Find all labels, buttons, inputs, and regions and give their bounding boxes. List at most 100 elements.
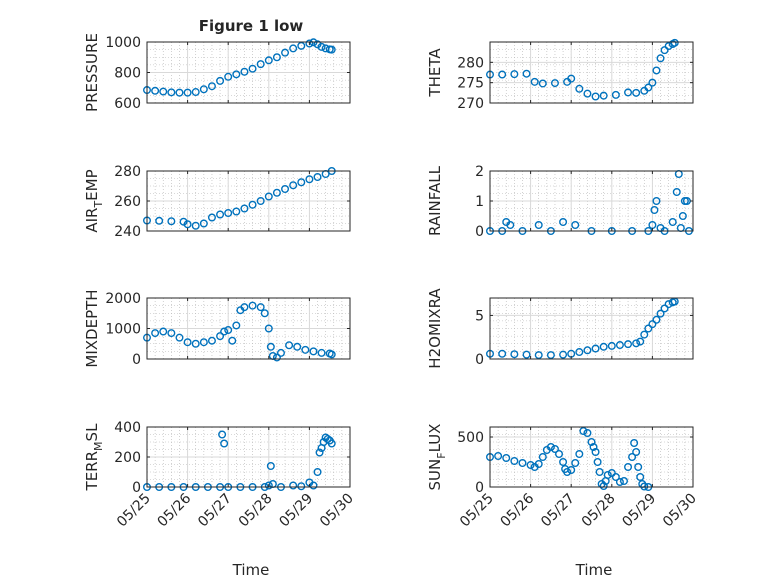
x-tick-label: 05/28 — [579, 491, 619, 531]
data-point — [317, 42, 326, 51]
data-point — [224, 208, 233, 217]
data-point — [546, 351, 555, 360]
data-point — [272, 53, 281, 62]
data-point — [183, 338, 192, 347]
data-point — [670, 38, 679, 47]
data-point — [550, 79, 559, 88]
data-point — [591, 448, 600, 457]
y-tick-label: 800 — [114, 66, 141, 82]
data-point — [599, 91, 608, 100]
data-point — [327, 439, 336, 448]
y-tick-label: 0 — [475, 480, 484, 496]
data-point — [502, 454, 511, 463]
data-point — [652, 315, 661, 324]
data-point — [591, 344, 600, 353]
y-axis-label: H2OMIXRA — [426, 288, 444, 369]
data-point — [648, 320, 657, 329]
data-point — [224, 326, 233, 335]
figure-title: Figure 1 low — [199, 17, 304, 35]
data-point — [240, 67, 249, 76]
y-tick-label: 600 — [114, 96, 141, 112]
data-point — [264, 324, 273, 333]
subplot-7: 0 200 400 05/25 05/26 05/27 05/28 05/29 05/30 TER… — [83, 420, 357, 530]
y-tick-label: 2 — [475, 164, 484, 180]
y-axis-label: MIXDEPTH — [83, 289, 101, 367]
y-tick-label: 1 — [475, 194, 484, 210]
y-tick-label: 2000 — [105, 291, 141, 307]
data-point — [583, 89, 592, 98]
data-point — [644, 324, 653, 333]
data-point — [607, 341, 616, 350]
data-point — [276, 348, 285, 357]
data-point — [327, 45, 336, 54]
data-point — [530, 77, 539, 86]
data-point — [266, 342, 275, 351]
data-point — [175, 333, 184, 342]
subplot-3: 240 260 280 AIRTEMP — [83, 164, 351, 240]
y-axis-label: AIRTEMP — [83, 169, 105, 232]
data-point — [611, 473, 620, 482]
data-point — [151, 329, 160, 338]
data-point — [518, 459, 527, 468]
data-point — [619, 477, 628, 486]
data-point — [313, 172, 322, 181]
data-point — [672, 187, 681, 196]
data-point — [579, 427, 588, 436]
data-point — [260, 309, 269, 318]
x-tick-label: 05/28 — [236, 491, 276, 531]
data-point — [636, 337, 645, 346]
data-point — [603, 471, 612, 480]
y-tick-label: 200 — [114, 450, 141, 466]
data-point — [305, 39, 314, 48]
data-point — [248, 64, 257, 73]
data-point — [216, 76, 225, 85]
data-point — [593, 458, 602, 467]
data-point — [289, 44, 298, 53]
data-point — [207, 336, 216, 345]
data-point — [281, 184, 290, 193]
subplot-6: 0 5 H2OMIXRA — [426, 288, 694, 369]
data-point — [550, 445, 559, 454]
data-point — [575, 84, 584, 93]
data-point — [264, 192, 273, 201]
y-axis-label: SUNFLUX — [426, 424, 448, 491]
data-point — [676, 223, 685, 232]
x-tick-label: 05/30 — [660, 491, 700, 531]
data-point — [538, 79, 547, 88]
data-point — [191, 88, 200, 97]
data-point — [650, 205, 659, 214]
data-point — [583, 346, 592, 355]
data-point — [583, 429, 592, 438]
subplot-8: 0 500 05/25 05/26 05/27 05/28 05/29 05/30 SUNFLU… — [426, 424, 700, 531]
data-point — [232, 321, 241, 330]
data-point — [159, 327, 168, 336]
data-point — [571, 220, 580, 229]
data-point — [309, 347, 318, 356]
data-point — [611, 90, 620, 99]
data-point — [151, 86, 160, 95]
data-point — [323, 435, 332, 444]
data-point — [506, 220, 515, 229]
y-tick-label: 0 — [475, 352, 484, 368]
data-point — [559, 350, 568, 359]
data-point — [285, 341, 294, 350]
x-axis-label-left: Time — [232, 561, 270, 579]
data-point — [183, 220, 192, 229]
y-tick-label: 0 — [475, 224, 484, 240]
data-point — [266, 462, 275, 471]
x-tick-label: 05/27 — [195, 491, 235, 531]
data-point — [281, 48, 290, 57]
data-point — [155, 216, 164, 225]
data-point — [546, 443, 555, 452]
data-point — [272, 353, 281, 362]
data-point — [220, 327, 229, 336]
data-point — [559, 217, 568, 226]
y-tick-label: 500 — [457, 430, 484, 446]
data-point — [559, 458, 568, 467]
y-tick-label: 0 — [132, 352, 141, 368]
data-point — [563, 468, 572, 477]
data-point — [632, 448, 641, 457]
data-point — [264, 56, 273, 65]
